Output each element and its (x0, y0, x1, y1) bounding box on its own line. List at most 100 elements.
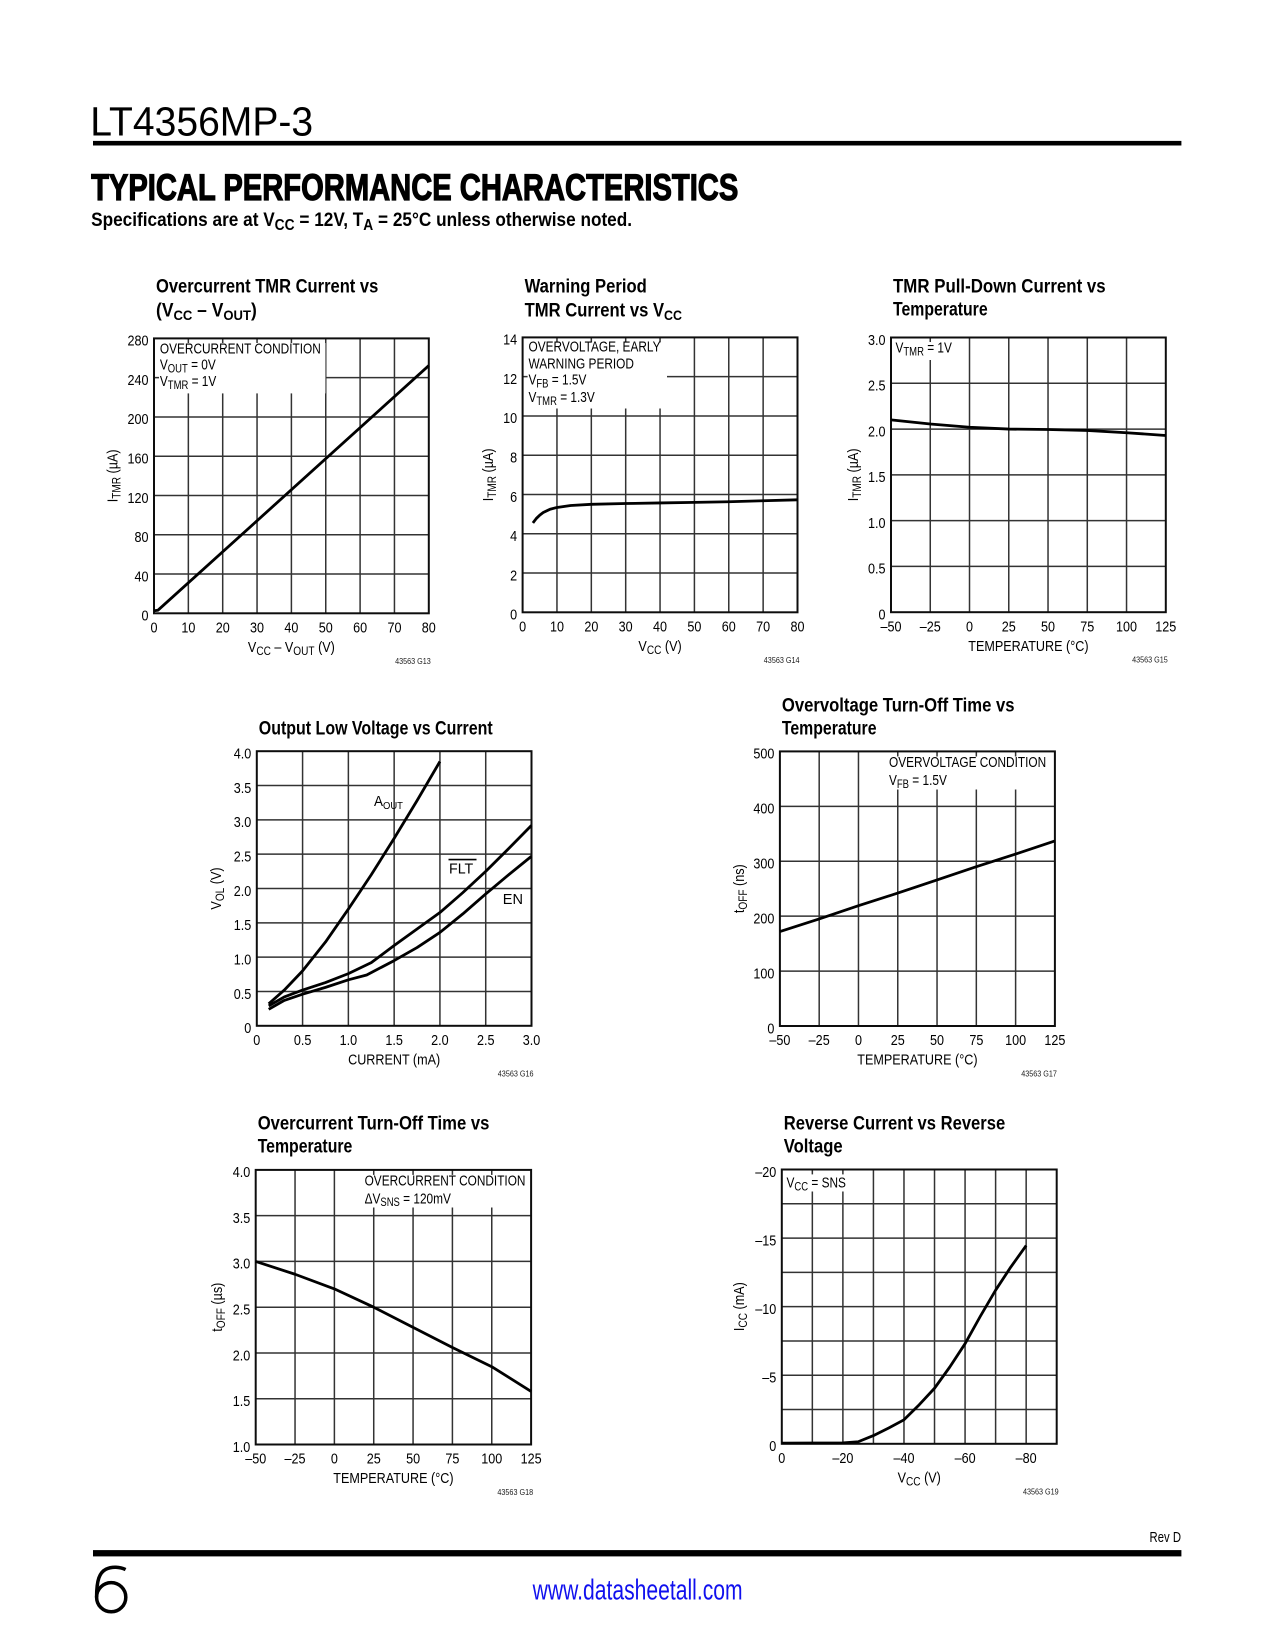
svg-text:0: 0 (778, 1449, 785, 1466)
svg-text:50: 50 (930, 1031, 944, 1048)
svg-text:80: 80 (790, 617, 804, 634)
svg-text:1.0: 1.0 (233, 1438, 251, 1455)
svg-text:–80: –80 (1016, 1449, 1037, 1466)
svg-text:0: 0 (150, 618, 157, 635)
svg-text:2.0: 2.0 (431, 1031, 449, 1048)
svg-text:OVERCURRENT CONDITION: OVERCURRENT CONDITION (365, 1172, 526, 1189)
svg-text:–40: –40 (893, 1449, 914, 1466)
svg-text:10: 10 (503, 409, 517, 426)
svg-text:TEMPERATURE (°C): TEMPERATURE (°C) (333, 1469, 453, 1486)
svg-text:80: 80 (134, 528, 148, 545)
svg-text:3.0: 3.0 (233, 1255, 251, 1272)
svg-text:120: 120 (127, 489, 148, 506)
svg-text:80: 80 (422, 618, 436, 635)
svg-text:125: 125 (521, 1450, 542, 1467)
svg-text:OVERCURRENT CONDITION: OVERCURRENT CONDITION (160, 340, 321, 357)
svg-text:–50: –50 (769, 1031, 790, 1048)
svg-text:www.datasheetall.com: www.datasheetall.com (532, 1574, 743, 1606)
svg-text:40: 40 (653, 617, 667, 634)
svg-text:200: 200 (127, 410, 148, 427)
svg-text:Output Low Voltage vs Current: Output Low Voltage vs Current (259, 717, 493, 739)
svg-text:FLT: FLT (449, 861, 473, 877)
svg-text:TEMPERATURE (°C): TEMPERATURE (°C) (857, 1051, 977, 1068)
svg-text:43563 G18: 43563 G18 (497, 1487, 533, 1497)
svg-text:4: 4 (510, 527, 517, 544)
svg-text:WARNING PERIOD: WARNING PERIOD (529, 355, 635, 372)
svg-text:–10: –10 (755, 1300, 776, 1317)
svg-text:–20: –20 (832, 1449, 853, 1466)
svg-text:70: 70 (756, 617, 770, 634)
svg-text:0: 0 (767, 1019, 774, 1036)
svg-text:2.5: 2.5 (868, 377, 886, 394)
svg-text:1.0: 1.0 (868, 514, 886, 531)
svg-text:160: 160 (127, 449, 148, 466)
svg-text:1.5: 1.5 (385, 1031, 403, 1048)
svg-text:10: 10 (550, 617, 564, 634)
svg-text:0: 0 (510, 606, 517, 623)
svg-text:400: 400 (753, 800, 774, 817)
svg-text:100: 100 (1005, 1031, 1026, 1048)
svg-text:100: 100 (1116, 617, 1137, 634)
svg-text:–50: –50 (245, 1450, 266, 1467)
svg-text:2.0: 2.0 (234, 882, 252, 899)
svg-text:2.0: 2.0 (233, 1346, 251, 1363)
svg-text:6: 6 (510, 488, 517, 505)
svg-text:0: 0 (244, 1019, 251, 1036)
svg-text:43563 G15: 43563 G15 (1132, 655, 1168, 665)
svg-text:4.0: 4.0 (233, 1163, 251, 1180)
svg-text:25: 25 (1002, 617, 1016, 634)
svg-text:2.5: 2.5 (477, 1031, 495, 1048)
svg-text:43563 G16: 43563 G16 (498, 1069, 534, 1079)
svg-text:20: 20 (216, 618, 230, 635)
svg-text:0: 0 (519, 617, 526, 634)
svg-text:Warning Period: Warning Period (525, 275, 647, 296)
svg-text:43563 G14: 43563 G14 (764, 655, 800, 665)
svg-text:30: 30 (250, 618, 264, 635)
svg-text:OVERVOLTAGE, EARLY: OVERVOLTAGE, EARLY (529, 338, 661, 355)
svg-text:–15: –15 (755, 1231, 776, 1248)
svg-text:0: 0 (878, 605, 885, 622)
svg-text:TYPICAL PERFORMANCE CHARACTERI: TYPICAL PERFORMANCE CHARACTERISTICS (91, 168, 738, 209)
svg-text:25: 25 (891, 1031, 905, 1048)
svg-text:40: 40 (284, 618, 298, 635)
svg-text:VOL (V): VOL (V) (207, 867, 227, 909)
svg-text:EN: EN (503, 892, 523, 908)
svg-text:50: 50 (406, 1450, 420, 1467)
svg-text:43563 G17: 43563 G17 (1021, 1069, 1057, 1079)
svg-text:–60: –60 (955, 1449, 976, 1466)
svg-text:Reverse Current vs Reverse: Reverse Current vs Reverse (784, 1112, 1005, 1133)
svg-text:240: 240 (127, 371, 148, 388)
svg-text:Voltage: Voltage (784, 1135, 843, 1156)
svg-text:TMR Pull-Down Current vs: TMR Pull-Down Current vs (893, 276, 1106, 297)
svg-text:Specifications are at VCC = 12: Specifications are at VCC = 12V, TA = 25… (91, 208, 632, 234)
svg-text:TMR Current vs VCC: TMR Current vs VCC (525, 299, 683, 323)
svg-text:–25: –25 (809, 1031, 830, 1048)
svg-text:1.0: 1.0 (234, 950, 252, 967)
svg-text:–50: –50 (880, 617, 901, 634)
svg-text:75: 75 (445, 1450, 459, 1467)
svg-text:TEMPERATURE (°C): TEMPERATURE (°C) (968, 637, 1088, 654)
svg-text:50: 50 (687, 617, 701, 634)
svg-text:2.5: 2.5 (234, 847, 252, 864)
svg-text:3.0: 3.0 (523, 1031, 541, 1048)
svg-text:75: 75 (969, 1031, 983, 1048)
svg-text:280: 280 (127, 332, 148, 349)
svg-text:0: 0 (331, 1450, 338, 1467)
svg-text:VTMR = 1.3V: VTMR = 1.3V (529, 389, 595, 409)
svg-text:100: 100 (753, 964, 774, 981)
svg-text:75: 75 (1080, 617, 1094, 634)
svg-text:43563 G13: 43563 G13 (395, 656, 431, 666)
svg-text:3.5: 3.5 (233, 1209, 251, 1226)
svg-text:1.0: 1.0 (340, 1031, 358, 1048)
svg-text:43563 G19: 43563 G19 (1023, 1487, 1059, 1497)
svg-text:Overvoltage Turn-Off Time vs: Overvoltage Turn-Off Time vs (782, 694, 1015, 715)
svg-text:ΔVSNS = 120mV: ΔVSNS = 120mV (365, 1190, 451, 1210)
svg-text:–20: –20 (755, 1163, 776, 1180)
svg-text:Rev D: Rev D (1150, 1529, 1181, 1546)
svg-text:3.0: 3.0 (234, 813, 252, 830)
svg-text:2.0: 2.0 (868, 422, 886, 439)
svg-text:3.0: 3.0 (868, 331, 886, 348)
svg-text:Temperature: Temperature (782, 717, 877, 739)
svg-text:2.5: 2.5 (233, 1300, 251, 1317)
svg-text:4.0: 4.0 (234, 744, 252, 761)
